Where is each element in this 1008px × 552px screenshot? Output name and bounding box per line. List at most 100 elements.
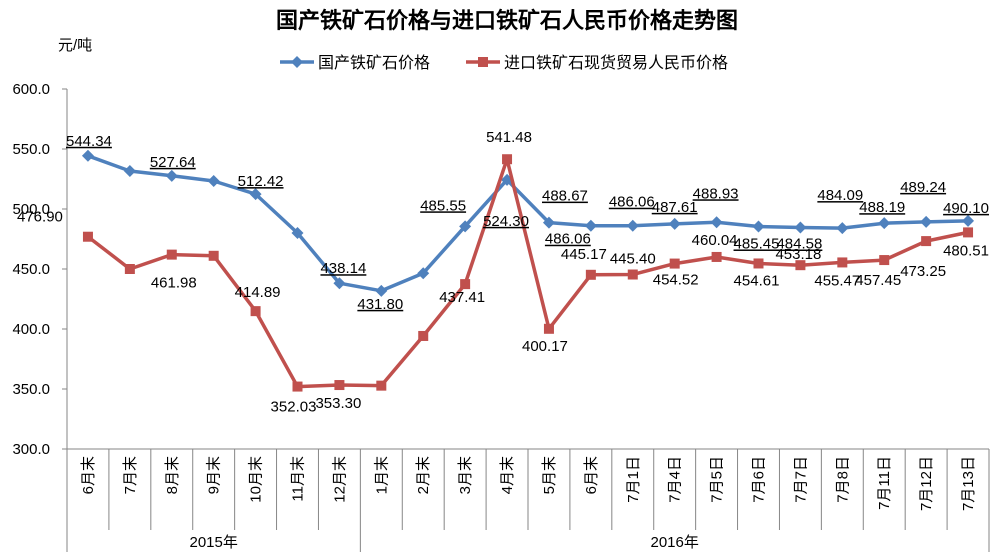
diamond-data-point [668,217,681,230]
x-category-label: 7月11日 [876,456,893,510]
data-label: 455.47 [814,272,860,289]
x-category-label: 3月末 [457,456,474,494]
legend-item-imported: 进口铁矿石现货贸易人民币价格 [466,54,728,72]
square-data-point [795,260,806,271]
diamond-data-point [584,219,597,232]
x-group-label: 2016年 [650,534,698,551]
series-layer [81,149,975,392]
square-data-point [124,264,135,274]
legend-item-domestic: 国产铁矿石价格 [280,54,430,72]
data-label: 488.19 [859,199,905,216]
legend-label-imported: 进口铁矿石现货贸易人民币价格 [504,54,728,72]
data-label: 489.24 [900,179,946,196]
square-data-point [334,380,345,391]
x-category-label: 4月末 [499,456,516,494]
data-label: 461.98 [151,275,197,292]
diamond-data-point [165,169,178,182]
diamond-data-point [249,188,262,201]
diamond-data-point [836,222,849,235]
x-category-label: 10月末 [248,456,265,503]
square-data-point [82,231,93,242]
diamond-data-point [710,216,723,229]
series-domestic-price [81,149,975,297]
data-label: 445.40 [610,251,656,268]
x-category-label: 6月末 [583,456,600,494]
square-data-point [921,236,932,247]
data-label: 484.09 [817,187,863,204]
x-category-label: 7月13日 [960,456,977,511]
data-label: 431.80 [357,296,403,313]
y-tick-label: 450.0 [12,261,50,278]
diamond-data-point [375,284,388,297]
data-label: 544.34 [66,133,112,150]
data-label: 445.17 [561,246,607,263]
data-label: 414.89 [235,284,281,301]
diamond-data-point [417,267,430,280]
diamond-data-point [878,217,891,230]
legend: 国产铁矿石价格 进口铁矿石现货贸易人民币价格 [280,54,728,72]
square-data-point [376,380,387,391]
diamond-data-point [123,164,136,177]
data-label: 524.30 [483,213,529,230]
legend-label-domestic: 国产铁矿石价格 [318,54,430,72]
data-label: 541.48 [486,129,532,146]
x-category-label: 8月末 [164,456,181,494]
data-label: 485.55 [420,197,466,214]
data-label: 486.06 [609,194,655,211]
x-category-label: 6月末 [80,456,97,494]
x-category-label: 12月末 [331,456,348,503]
diamond-data-point [291,227,304,239]
y-tick-label: 600.0 [12,81,50,98]
diamond-data-point [459,220,472,233]
series-line [86,157,969,389]
data-label: 484.58 [776,236,822,253]
diamond-data-point [920,215,933,228]
x-category-label: 1月末 [373,456,390,494]
data-label: 453.18 [775,246,821,263]
data-label: 488.93 [693,185,739,202]
data-label: 480.51 [943,242,989,259]
x-category-label: 7月4日 [667,456,684,503]
data-label: 353.30 [315,395,361,412]
diamond-marker-icon [291,56,303,68]
data-label: 438.14 [320,260,366,277]
diamond-data-point [207,175,220,188]
data-labels-layer: 544.34 527.64 512.42 438.14 431.80 485.55 524.… [17,129,989,415]
y-tick-label: 500.0 [12,201,50,218]
square-data-point [963,227,974,238]
data-label: 352.03 [271,399,317,416]
y-axis-unit-label: 元/吨 [58,37,92,54]
square-data-point [418,330,429,341]
series-line [87,154,969,293]
square-data-point [879,255,890,266]
data-label: 460.04 [692,232,738,249]
data-label: 454.61 [734,272,780,289]
data-label: 476.90 [17,209,63,226]
square-data-point [543,323,554,334]
diamond-data-point [333,277,346,290]
y-tick-label: 550.0 [12,141,50,158]
diamond-data-point [81,149,94,162]
data-label: 527.64 [150,154,196,171]
y-tick-label: 400.0 [12,321,50,338]
square-marker-icon [478,57,488,67]
square-data-point [627,269,638,280]
square-data-point [208,250,219,261]
diamond-data-point [626,219,639,232]
x-category-label: 7月1日 [625,456,642,503]
square-data-point [585,269,596,280]
square-data-point [166,249,177,260]
x-category-label: 7月7日 [792,456,809,503]
data-label: 485.45 [734,235,780,252]
data-label: 473.25 [900,263,946,280]
x-category-label: 7月6日 [751,456,768,503]
chart-title: 国产铁矿石价格与进口铁矿石人民币价格走势图 [276,8,738,33]
x-category-label: 7月5日 [709,456,726,503]
square-data-point [711,251,722,262]
square-data-point [753,258,764,269]
x-category-label: 11月末 [290,456,307,502]
data-label: 454.52 [653,272,699,289]
data-label: 400.17 [522,338,568,355]
diamond-data-point [501,173,514,186]
y-tick-label: 350.0 [12,381,50,398]
